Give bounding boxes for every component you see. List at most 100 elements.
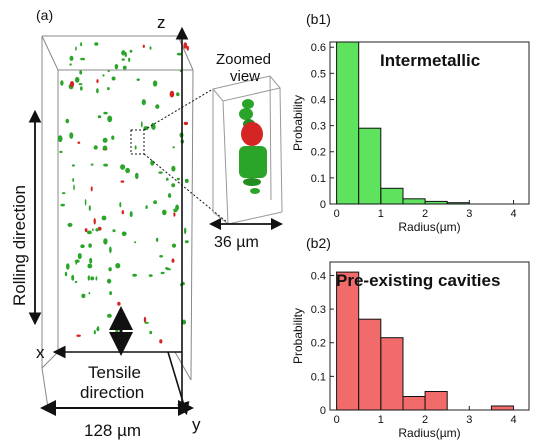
intermetallic-particle [128,57,131,62]
intermetallic-particle [120,164,126,170]
intermetallic-particle [72,178,75,182]
intermetallic-particle [121,50,126,56]
histogram-bar [490,405,514,411]
intermetallic-particle [95,228,99,232]
intermetallic-particle [109,291,112,296]
intermetallic-particle [122,312,126,320]
intermetallic-particle [79,70,83,75]
intermetallic-particle [57,135,63,143]
cavity-particle [90,186,93,192]
intermetallic-particle [74,259,80,263]
intermetallic-particle [145,205,148,210]
cavity-particle [93,218,96,225]
intermetallic-particle [129,211,133,218]
tensile-label-line1: Tensile [88,363,141,382]
intermetallic-particle [144,321,149,324]
intermetallic-particle [102,74,105,77]
cavity-particle [77,141,81,144]
intermetallic-particle [132,273,138,277]
y-tick-label: 0.2 [311,338,326,350]
intermetallic-particle [165,267,169,270]
cavity-particle [169,90,175,98]
cavity-particle [121,210,125,215]
particle-cloud [57,42,189,344]
intermetallic-particle [65,118,70,124]
cavity-particle [171,258,175,263]
intermetallic-particle [162,209,167,216]
intermetallic-particle [93,330,96,335]
cavity-particle [69,81,75,88]
intermetallic-particle [179,69,182,73]
panel-b2-label: (b2) [306,235,331,251]
x-tick-label: 3 [466,414,472,426]
x-tick-label: 4 [510,414,516,426]
cavity-particle [143,316,147,323]
intermetallic-particle [109,246,112,254]
intermetallic-particle [74,76,80,83]
cavity-particle [120,180,125,183]
cavity-particle [142,44,145,48]
intermetallic-particle [106,278,112,284]
histogram-bar [336,41,360,205]
intermetallic-particle [134,241,137,244]
x-axis-label: x [36,343,45,362]
base-scale-label: 128 µm [84,421,141,440]
intermetallic-particle [134,145,137,150]
intermetallic-particle [122,65,127,70]
intermetallic-particle [80,42,83,47]
y-tick-label: 0.3 [311,121,326,133]
intermetallic-particle [121,58,125,61]
y-tick-label: 0.4 [311,94,326,106]
y-tick-label: 0 [320,199,326,211]
histogram-bar [336,271,360,411]
intermetallic-particle [93,145,98,150]
zoom-scale-label: 36 µm [214,234,259,251]
x-tick-label: 1 [378,208,384,220]
x-tick-label: 3 [466,208,472,220]
histogram-bar [424,391,448,411]
intermetallic-particle [125,167,130,174]
z-axis-label: z [157,13,166,32]
x-tick-label: 0 [334,208,340,220]
cavity-particle [96,79,99,84]
x-tick-label: 0 [334,414,340,426]
intermetallic-particle [88,292,91,295]
cavity-particle [183,42,188,49]
intermetallic-particle [129,49,133,53]
histogram-bar [446,202,470,205]
y-tick-label: 0.1 [311,173,326,185]
x-tick-label: 4 [510,208,516,220]
intermetallic-particle [92,228,94,232]
y-tick-label: 0.6 [311,42,326,54]
cavity-particle [183,121,189,126]
histogram-bar [358,127,382,205]
intermetallic-particle [166,177,169,181]
intermetallic-particle [61,192,66,195]
intermetallic-particle [135,172,139,180]
intermetallic-particle [112,229,116,233]
intermetallic-particle [141,99,146,106]
rolling-direction-label: Rolling direction [10,185,29,306]
chart-title: Pre-existing cavities [336,271,500,290]
histogram-bar [424,200,448,205]
histogram-bar [380,187,404,205]
intermetallic-particle [184,227,187,235]
intermetallic-particle [148,274,153,277]
intermetallic-particle [114,64,119,70]
y-tick-label: 0.3 [311,304,326,316]
intermetallic-particle [108,267,112,272]
intermetallic-particle [69,132,74,139]
intermetallic-particle [149,46,152,50]
intermetallic-particle [103,111,108,115]
histogram-cavities: 0 1 2 3 4 0 0.1 0.2 0.3 0.4 Radius(µm) Probability P… [291,261,530,440]
intermetallic-particle [155,104,160,109]
tensile-label-line2: direction [80,383,144,402]
intermetallic-particle [102,145,108,151]
panel-b1-label: (b1) [306,11,331,27]
intermetallic-particle [171,243,177,248]
intermetallic-particle [111,76,116,81]
cavity-particle [117,301,121,306]
intermetallic-particle [95,276,98,281]
zoom-label-line2: view [230,68,260,85]
intermetallic-particle [101,215,107,221]
